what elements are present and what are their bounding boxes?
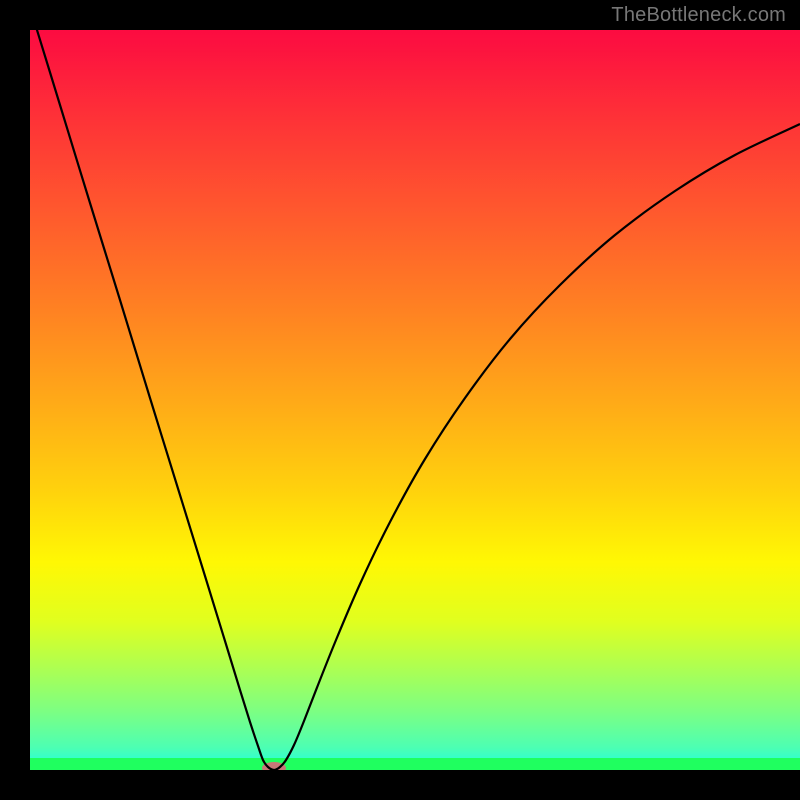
gradient-plot-area: [30, 30, 800, 770]
bottleneck-chart: TheBottleneck.com: [0, 0, 800, 800]
green-bottom-band: [30, 758, 800, 770]
chart-svg: [0, 0, 800, 800]
watermark-text: TheBottleneck.com: [611, 4, 786, 27]
